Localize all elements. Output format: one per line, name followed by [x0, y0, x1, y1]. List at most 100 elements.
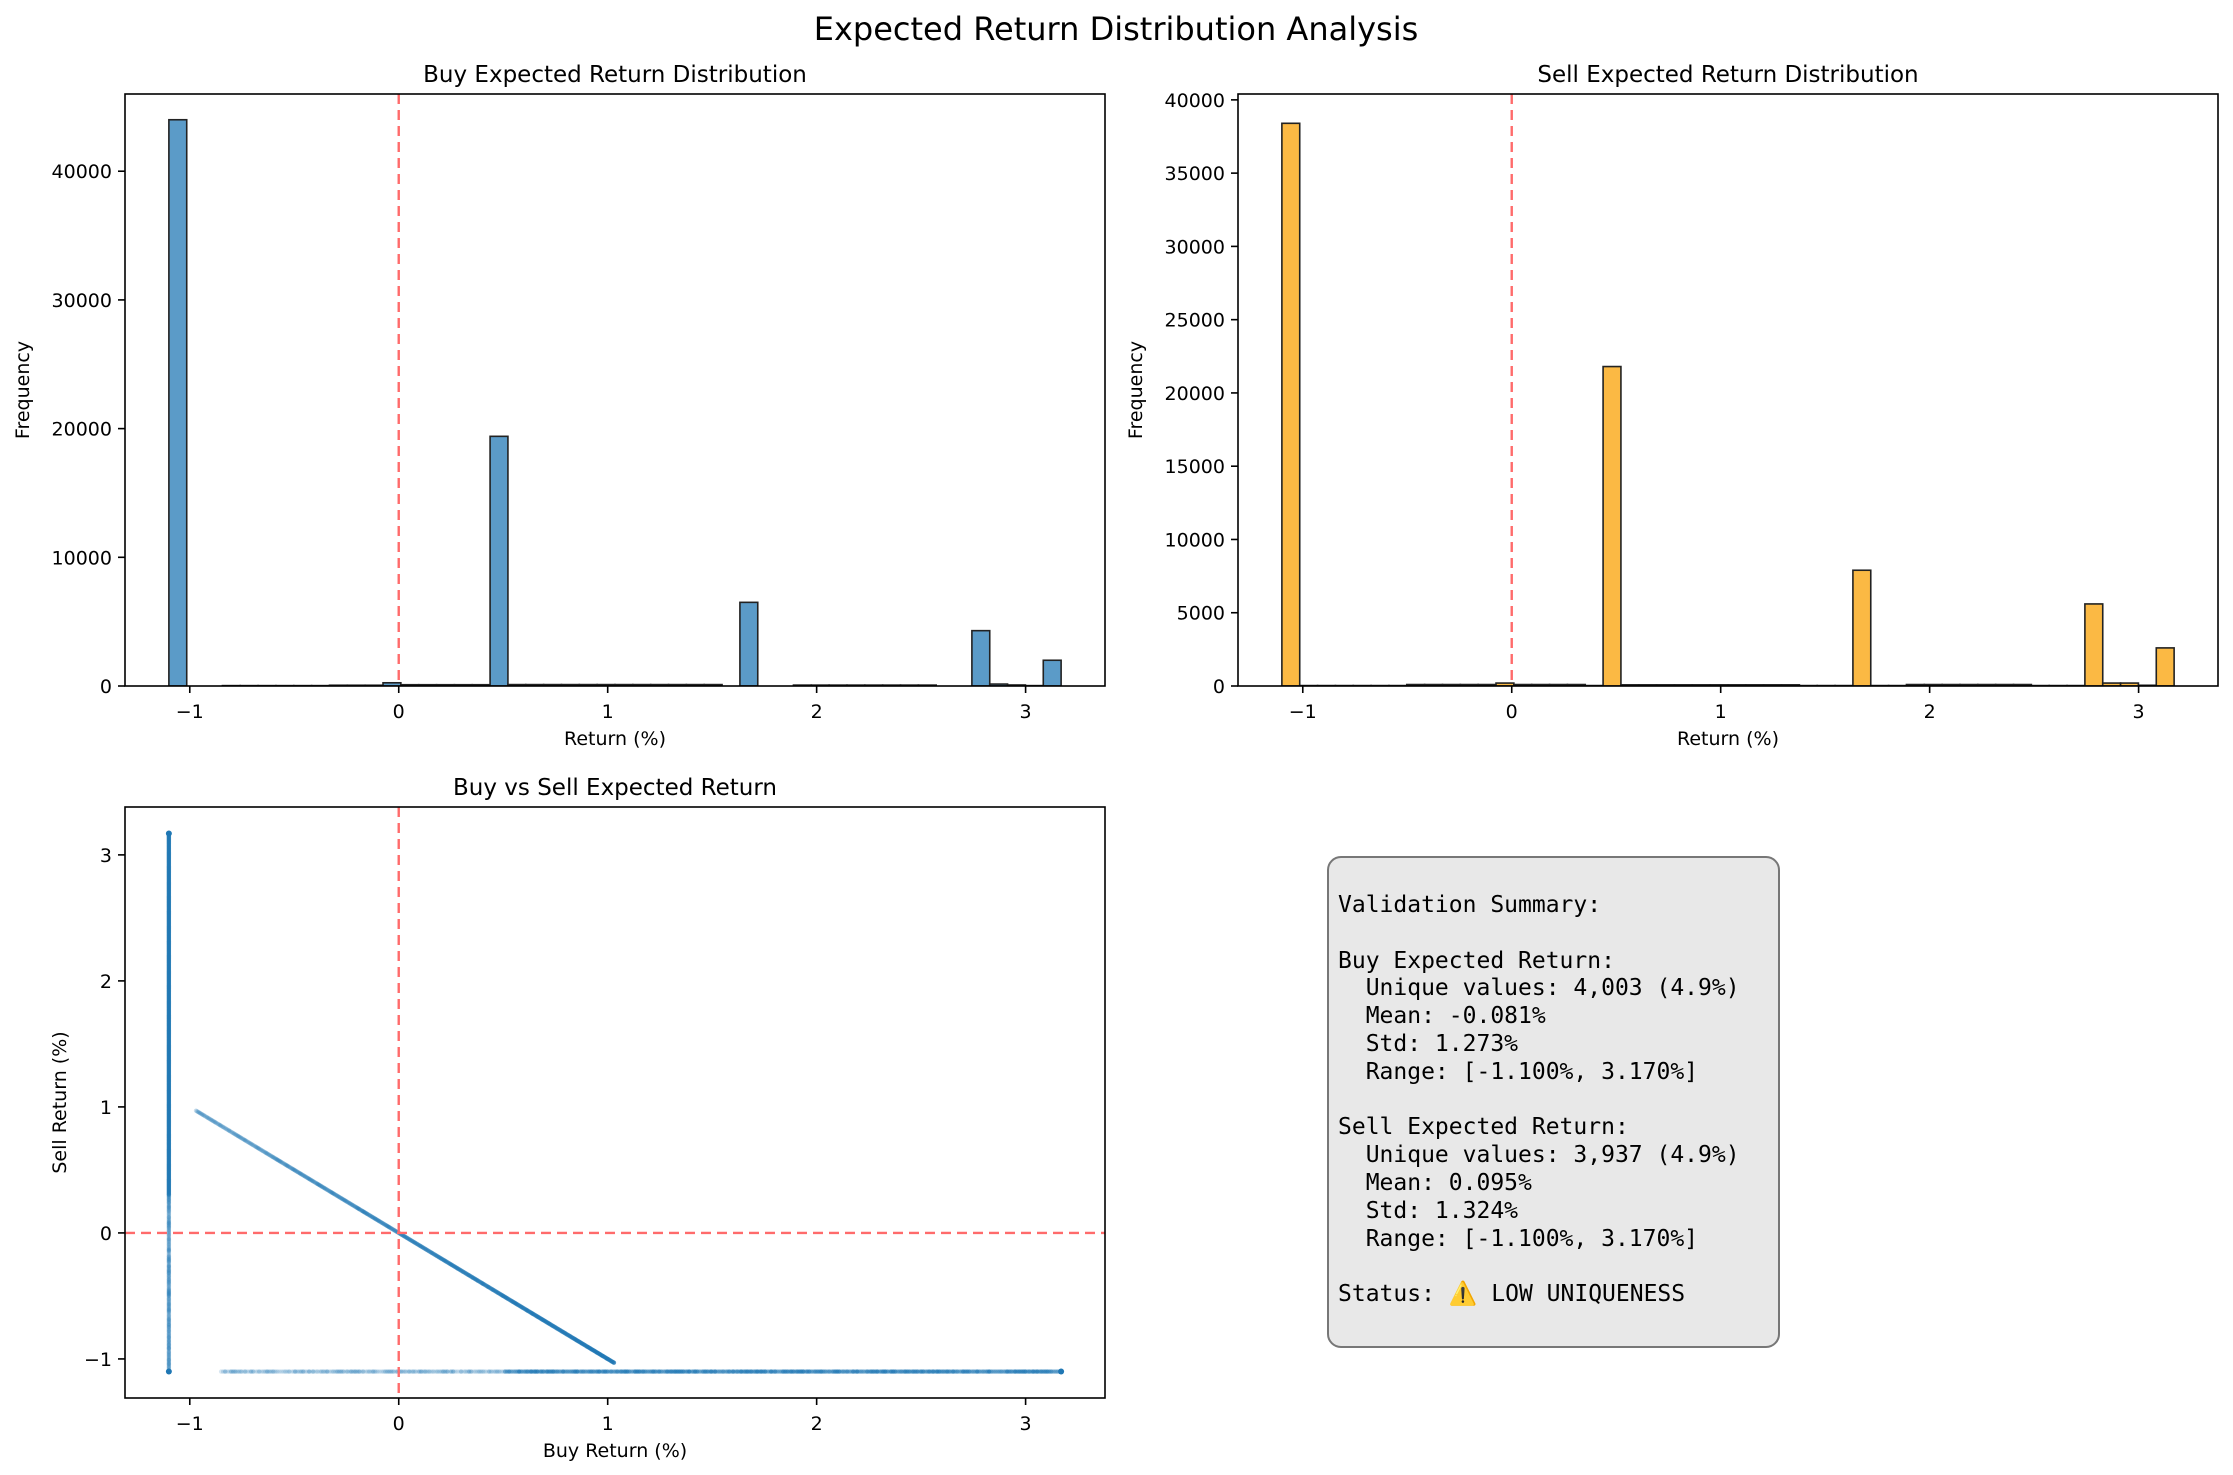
scatter-point [484, 1369, 490, 1374]
scatter-point [166, 1244, 172, 1249]
scatter-point [166, 1279, 172, 1284]
scatter-point [230, 1130, 236, 1136]
scatter-point [225, 1127, 231, 1133]
scatter-point [265, 1151, 270, 1157]
scatter-point [242, 1369, 248, 1374]
scatter-point [263, 1150, 268, 1155]
scatter-point [166, 1350, 172, 1356]
scatter-point [244, 1139, 249, 1144]
scatter-point [480, 1369, 486, 1374]
scatter-point [596, 1369, 602, 1374]
scatter-point [291, 1167, 296, 1172]
scatter-point [166, 1358, 172, 1364]
scatter-point [234, 1133, 240, 1138]
scatter-point [416, 1369, 422, 1374]
scatter-point [166, 1235, 172, 1241]
scatter-point [604, 1369, 610, 1374]
scatter-point [309, 1178, 314, 1183]
scatter-point [222, 1125, 228, 1131]
scatter-point [166, 1314, 172, 1319]
scatter-point [166, 1334, 172, 1339]
scatter-point [288, 1165, 293, 1170]
scatter-point [258, 1147, 263, 1152]
scatter-point [998, 1369, 1004, 1374]
scatter-point [166, 1198, 172, 1204]
scatter-point [278, 1159, 283, 1164]
scatter-point [166, 1250, 172, 1255]
scatter-point [482, 1369, 488, 1374]
scatter-point [166, 1336, 172, 1341]
scatter-point [292, 1167, 297, 1173]
scatter-point [874, 1369, 880, 1374]
scatter-point [295, 1169, 300, 1175]
histogram-bar [2155, 647, 2175, 686]
scatter-point [222, 1369, 228, 1374]
scatter-point [628, 1369, 634, 1374]
scatter-point [327, 1188, 332, 1194]
scatter-point [166, 1355, 172, 1361]
scatter-point [166, 1196, 172, 1201]
scatter-point [490, 1369, 496, 1374]
scatter-point [166, 1286, 172, 1291]
scatter-point [166, 1301, 172, 1306]
scatter-point [166, 1311, 172, 1316]
plot-area [125, 807, 1105, 1398]
scatter-point [166, 1227, 172, 1232]
y-tick-label: 2 [100, 971, 112, 993]
scatter-point [166, 1228, 172, 1234]
scatter-point [166, 1213, 172, 1218]
scatter-point [306, 1369, 312, 1374]
scatter-point [166, 1201, 172, 1207]
scatter-point [366, 1369, 372, 1374]
scatter-point [364, 1211, 370, 1217]
scatter-point [992, 1369, 998, 1374]
scatter-point [344, 1199, 349, 1204]
y-tick-label: 30000 [1165, 236, 1225, 258]
scatter-point [209, 1118, 215, 1123]
histogram-bar [739, 601, 759, 686]
x-tick-label: 0 [1506, 701, 1518, 723]
scatter-point [166, 1351, 172, 1357]
y-tick-label: 25000 [1165, 310, 1225, 332]
scatter-point [312, 1179, 317, 1185]
scatter-point [276, 1158, 281, 1163]
scatter-point [456, 1369, 462, 1374]
y-tick-label: −1 [84, 1349, 112, 1371]
scatter-point [166, 1239, 172, 1245]
scatter-point [308, 1369, 314, 1374]
axes-frame [1237, 93, 2219, 687]
scatter-point [296, 1170, 301, 1175]
scatter-point [286, 1164, 291, 1169]
scatter-point [166, 1290, 172, 1296]
scatter-point [356, 1206, 361, 1211]
summary-line: Range: [-1.100%, 3.170%] [1338, 1225, 1699, 1252]
scatter-point [220, 1124, 226, 1130]
y-tick-label: 10000 [52, 547, 112, 569]
scatter-point [372, 1216, 378, 1221]
scatter-point [334, 1193, 339, 1198]
scatter-point [316, 1182, 321, 1187]
scatter-point [194, 1109, 200, 1114]
scatter-point [239, 1136, 245, 1141]
scatter-point [286, 1369, 292, 1374]
scatter-point [614, 1369, 620, 1374]
scatter-point [166, 1238, 172, 1244]
scatter-point [216, 1122, 222, 1127]
scatter-point [273, 1156, 278, 1161]
scatter-point [264, 1369, 270, 1374]
x-tick-label: 3 [1020, 1413, 1032, 1435]
scatter-point [166, 1324, 172, 1330]
scatter-point [494, 1369, 500, 1374]
scatter-point [283, 1162, 288, 1167]
scatter-point [376, 1369, 382, 1374]
y-axis-label: Frequency [12, 341, 34, 439]
scatter-point [247, 1140, 252, 1146]
scatter-point [166, 1214, 172, 1219]
scatter-point [420, 1369, 426, 1374]
scatter-point [448, 1369, 454, 1374]
scatter-point [300, 1172, 305, 1178]
scatter-point [166, 1325, 172, 1331]
scatter-point [237, 1134, 243, 1140]
scatter-point [197, 1110, 203, 1116]
